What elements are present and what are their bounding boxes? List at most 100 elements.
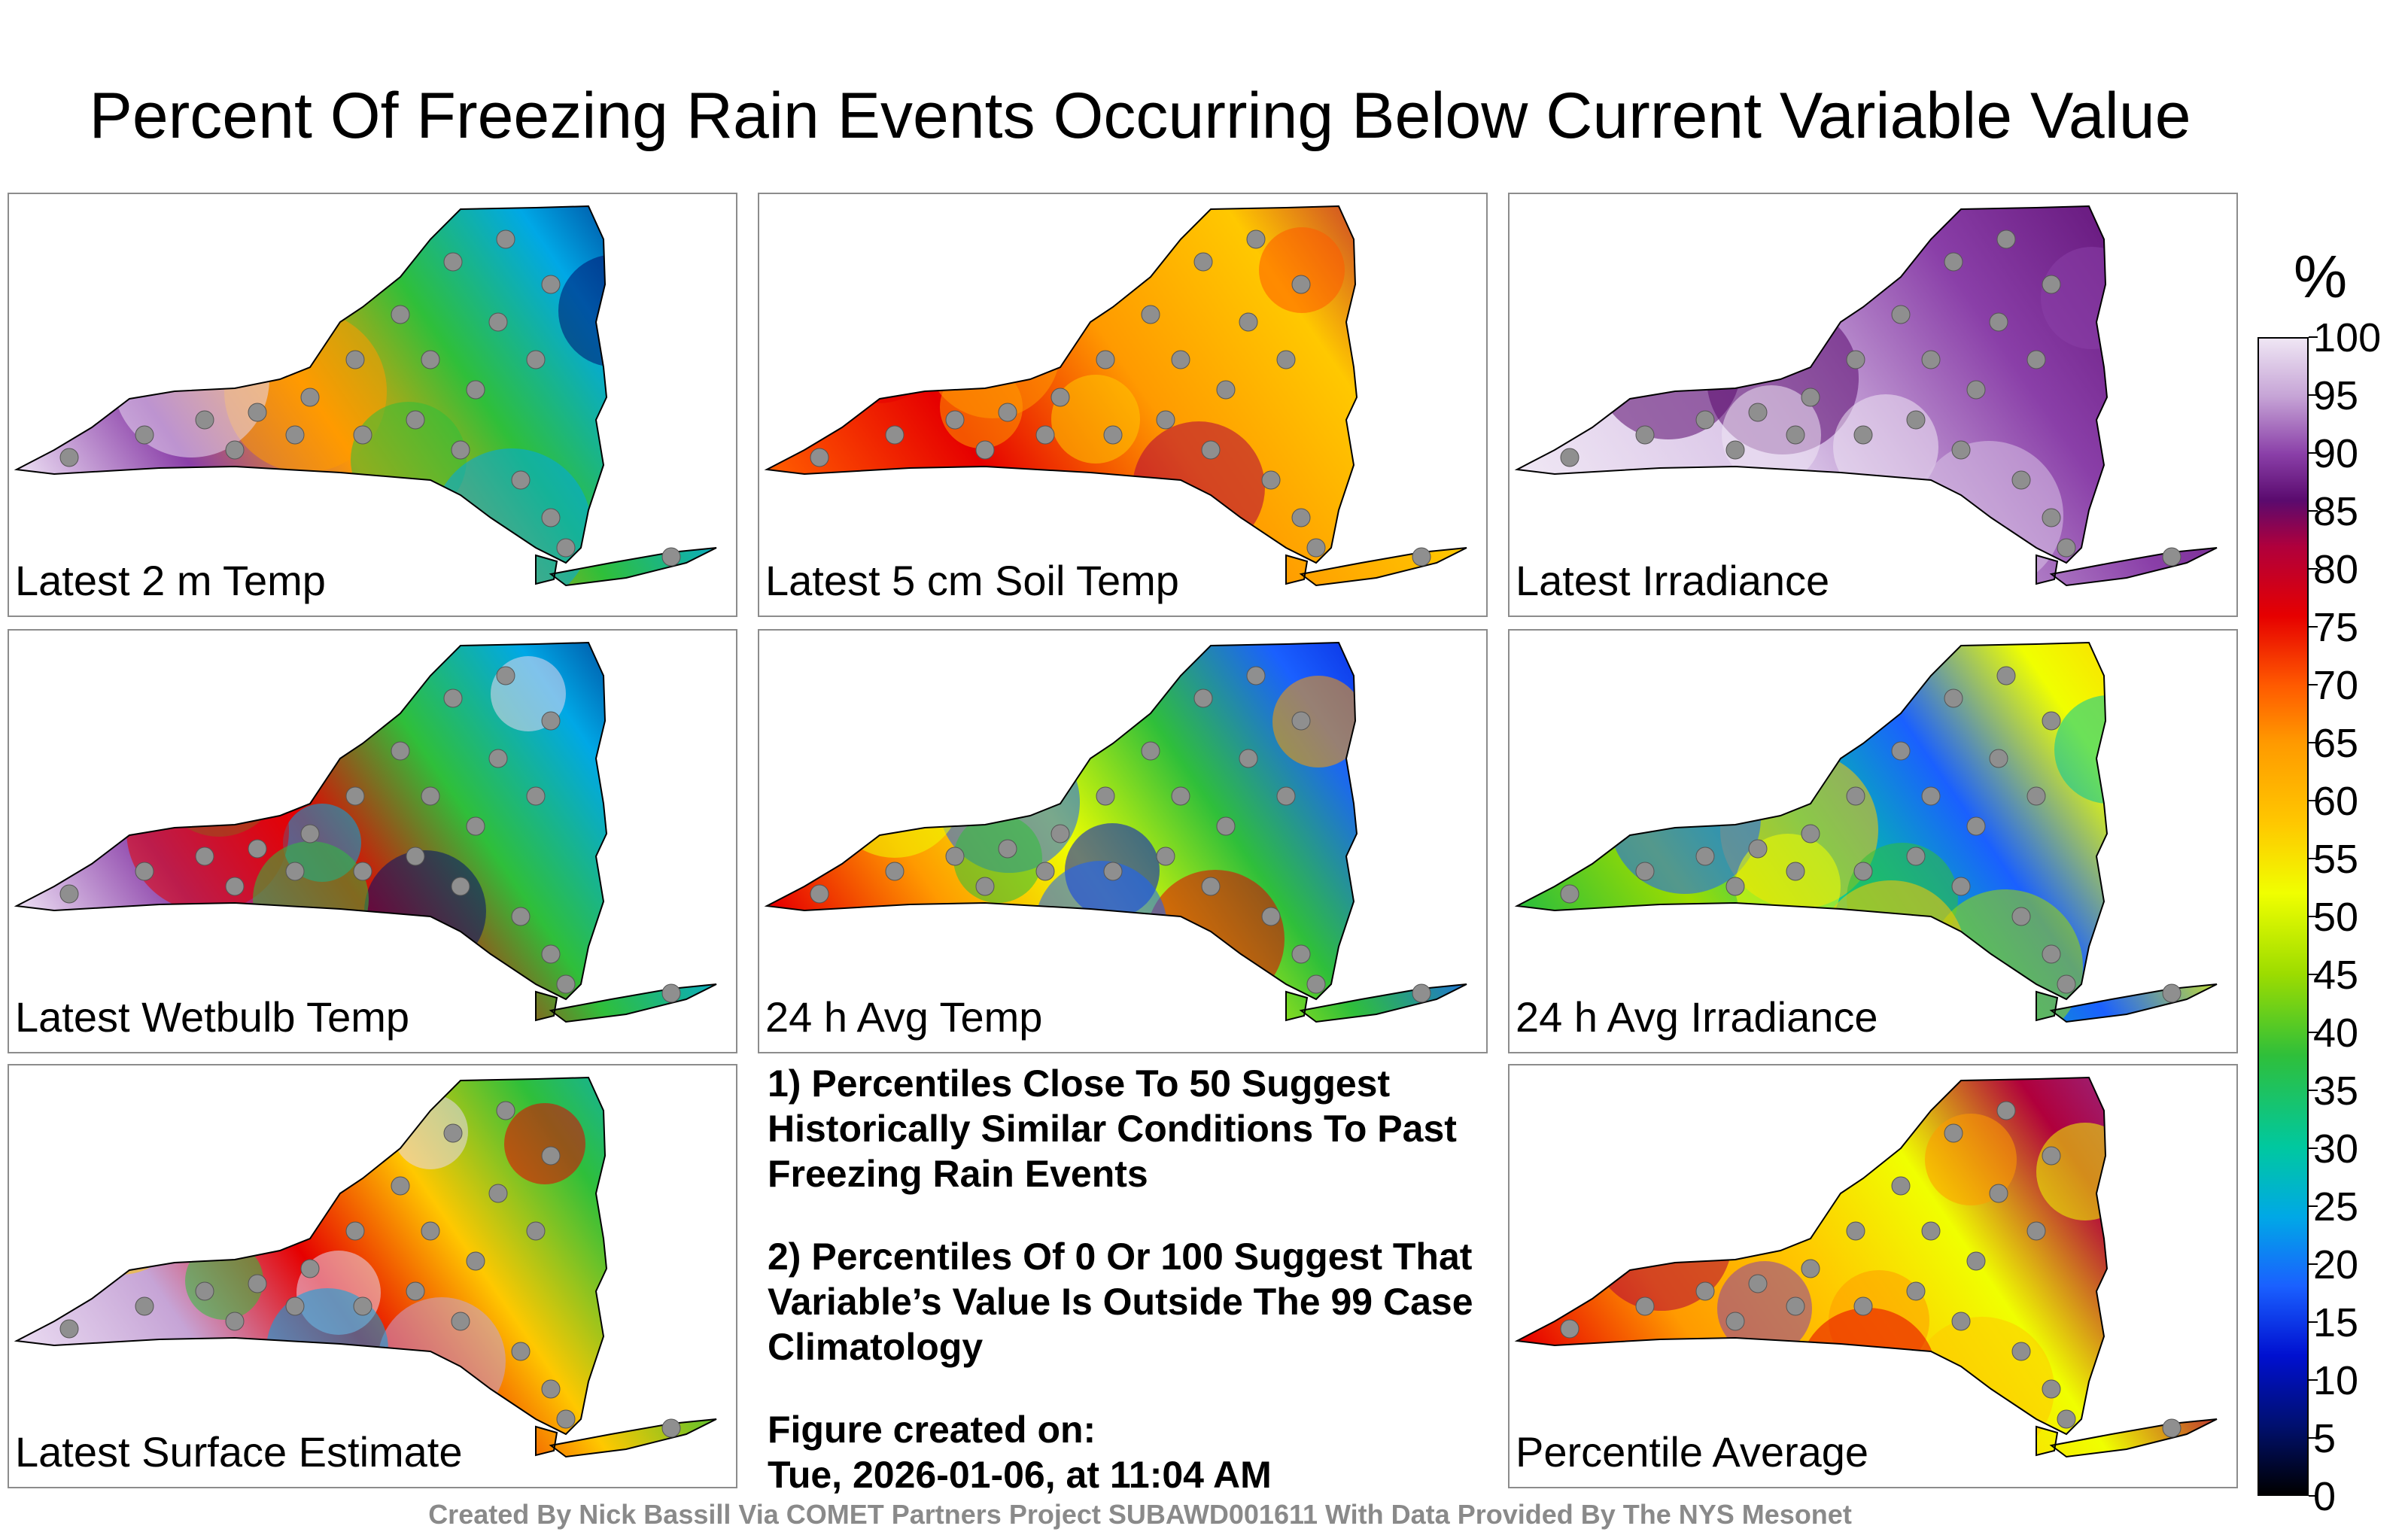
map-blob — [364, 850, 486, 972]
station-marker — [526, 786, 546, 806]
station-marker — [2011, 470, 2031, 490]
station-marker — [1239, 749, 1258, 768]
map-fill — [1517, 206, 2217, 585]
station-marker — [1103, 425, 1123, 445]
colorbar-tick-mark — [2309, 974, 2318, 975]
station-marker — [2057, 974, 2076, 994]
station-marker — [1193, 688, 1213, 708]
station-marker — [135, 1296, 154, 1316]
station-marker — [1966, 1251, 1986, 1271]
panel-label: Latest 5 cm Soil Temp — [765, 557, 1179, 604]
station-marker — [2011, 907, 2031, 926]
colorbar-tick-mark — [2309, 1379, 2318, 1381]
station-marker — [1725, 877, 1745, 896]
state-outline — [764, 205, 1358, 564]
state-outline — [535, 554, 558, 585]
map-fill — [1517, 643, 2217, 1022]
map-blob — [2036, 1123, 2134, 1220]
station-marker — [1291, 275, 1311, 294]
station-marker — [1103, 862, 1123, 881]
station-marker — [248, 403, 267, 422]
station-marker — [421, 350, 440, 369]
station-marker — [1291, 944, 1311, 964]
station-marker — [496, 229, 515, 249]
map-svg — [14, 1076, 717, 1458]
station-marker — [511, 907, 531, 926]
map-fill — [767, 206, 1467, 585]
station-marker — [1261, 907, 1281, 926]
colorbar-tick-label: 75 — [2313, 605, 2359, 650]
panel-24h-avg-temp: 24 h Avg Temp — [758, 629, 1488, 1053]
station-marker — [59, 884, 79, 904]
colorbar-tick-mark — [2309, 336, 2318, 338]
colorbar-tick-mark — [2309, 1205, 2318, 1207]
colorbar-tick-label: 5 — [2313, 1416, 2337, 1461]
station-marker — [1846, 1221, 1865, 1241]
station-marker — [1201, 877, 1221, 896]
colorbar-tick-label: 0 — [2313, 1474, 2337, 1519]
station-marker — [1261, 470, 1281, 490]
panel-label: 24 h Avg Irradiance — [1516, 993, 1878, 1041]
station-marker — [1853, 1296, 1873, 1316]
state-outline — [2036, 1425, 2059, 1457]
station-marker — [285, 425, 305, 445]
station-marker — [285, 1296, 305, 1316]
colorbar-tick-mark — [2309, 568, 2318, 570]
station-marker — [1786, 862, 1805, 881]
station-marker — [1141, 305, 1160, 324]
colorbar-tick-label: 40 — [2313, 1011, 2359, 1056]
state-outline — [2049, 983, 2218, 1023]
station-marker — [496, 666, 515, 685]
colorbar — [2258, 337, 2309, 1496]
station-marker — [353, 1296, 372, 1316]
station-marker — [1246, 229, 1266, 249]
station-marker — [2042, 1146, 2061, 1166]
station-marker — [1560, 1319, 1579, 1339]
map-blob — [432, 448, 591, 585]
station-marker — [466, 380, 485, 400]
station-marker — [1786, 425, 1805, 445]
station-marker — [345, 786, 365, 806]
station-marker — [1291, 711, 1311, 731]
map-fill — [17, 643, 716, 1022]
station-marker — [1306, 974, 1326, 994]
station-marker — [1050, 824, 1070, 843]
station-marker — [285, 862, 305, 881]
station-marker — [1216, 380, 1236, 400]
map-svg — [1514, 1076, 2218, 1458]
colorbar-tick-label: 80 — [2313, 547, 2359, 592]
station-marker — [345, 350, 365, 369]
station-marker — [451, 1312, 470, 1331]
station-marker — [511, 470, 531, 490]
station-marker — [1156, 847, 1175, 866]
colorbar-tick-label: 85 — [2313, 489, 2359, 534]
state-outline — [2049, 547, 2218, 587]
colorbar-tick-label: 35 — [2313, 1068, 2359, 1114]
state-outline — [2036, 554, 2059, 585]
map-blob — [1272, 676, 1364, 768]
panel-label: Percentile Average — [1516, 1428, 1869, 1476]
panel-24h-avg-irradiance: 24 h Avg Irradiance — [1508, 629, 2238, 1053]
station-marker — [2042, 508, 2061, 527]
colorbar-tick-mark — [2309, 626, 2318, 628]
station-marker — [1156, 410, 1175, 430]
station-marker — [225, 1312, 245, 1331]
station-marker — [406, 1281, 425, 1301]
state-outline — [14, 641, 608, 1001]
state-outline — [764, 641, 1358, 1001]
notes: 1) Percentiles Close To 50 Suggest Histo… — [768, 1061, 1490, 1497]
colorbar-tick-mark — [2309, 742, 2318, 743]
station-marker — [195, 847, 214, 866]
colorbar-tick-label: 30 — [2313, 1126, 2359, 1172]
station-marker — [975, 877, 995, 896]
station-marker — [810, 448, 829, 467]
station-marker — [556, 538, 576, 558]
colorbar-tick-mark — [2309, 1147, 2318, 1149]
station-marker — [451, 440, 470, 460]
state-outline — [549, 1418, 717, 1458]
station-marker — [1239, 312, 1258, 332]
station-marker — [1725, 1312, 1745, 1331]
station-marker — [541, 1146, 561, 1166]
colorbar-tick-label: 10 — [2313, 1358, 2359, 1403]
state-outline — [549, 983, 717, 1023]
